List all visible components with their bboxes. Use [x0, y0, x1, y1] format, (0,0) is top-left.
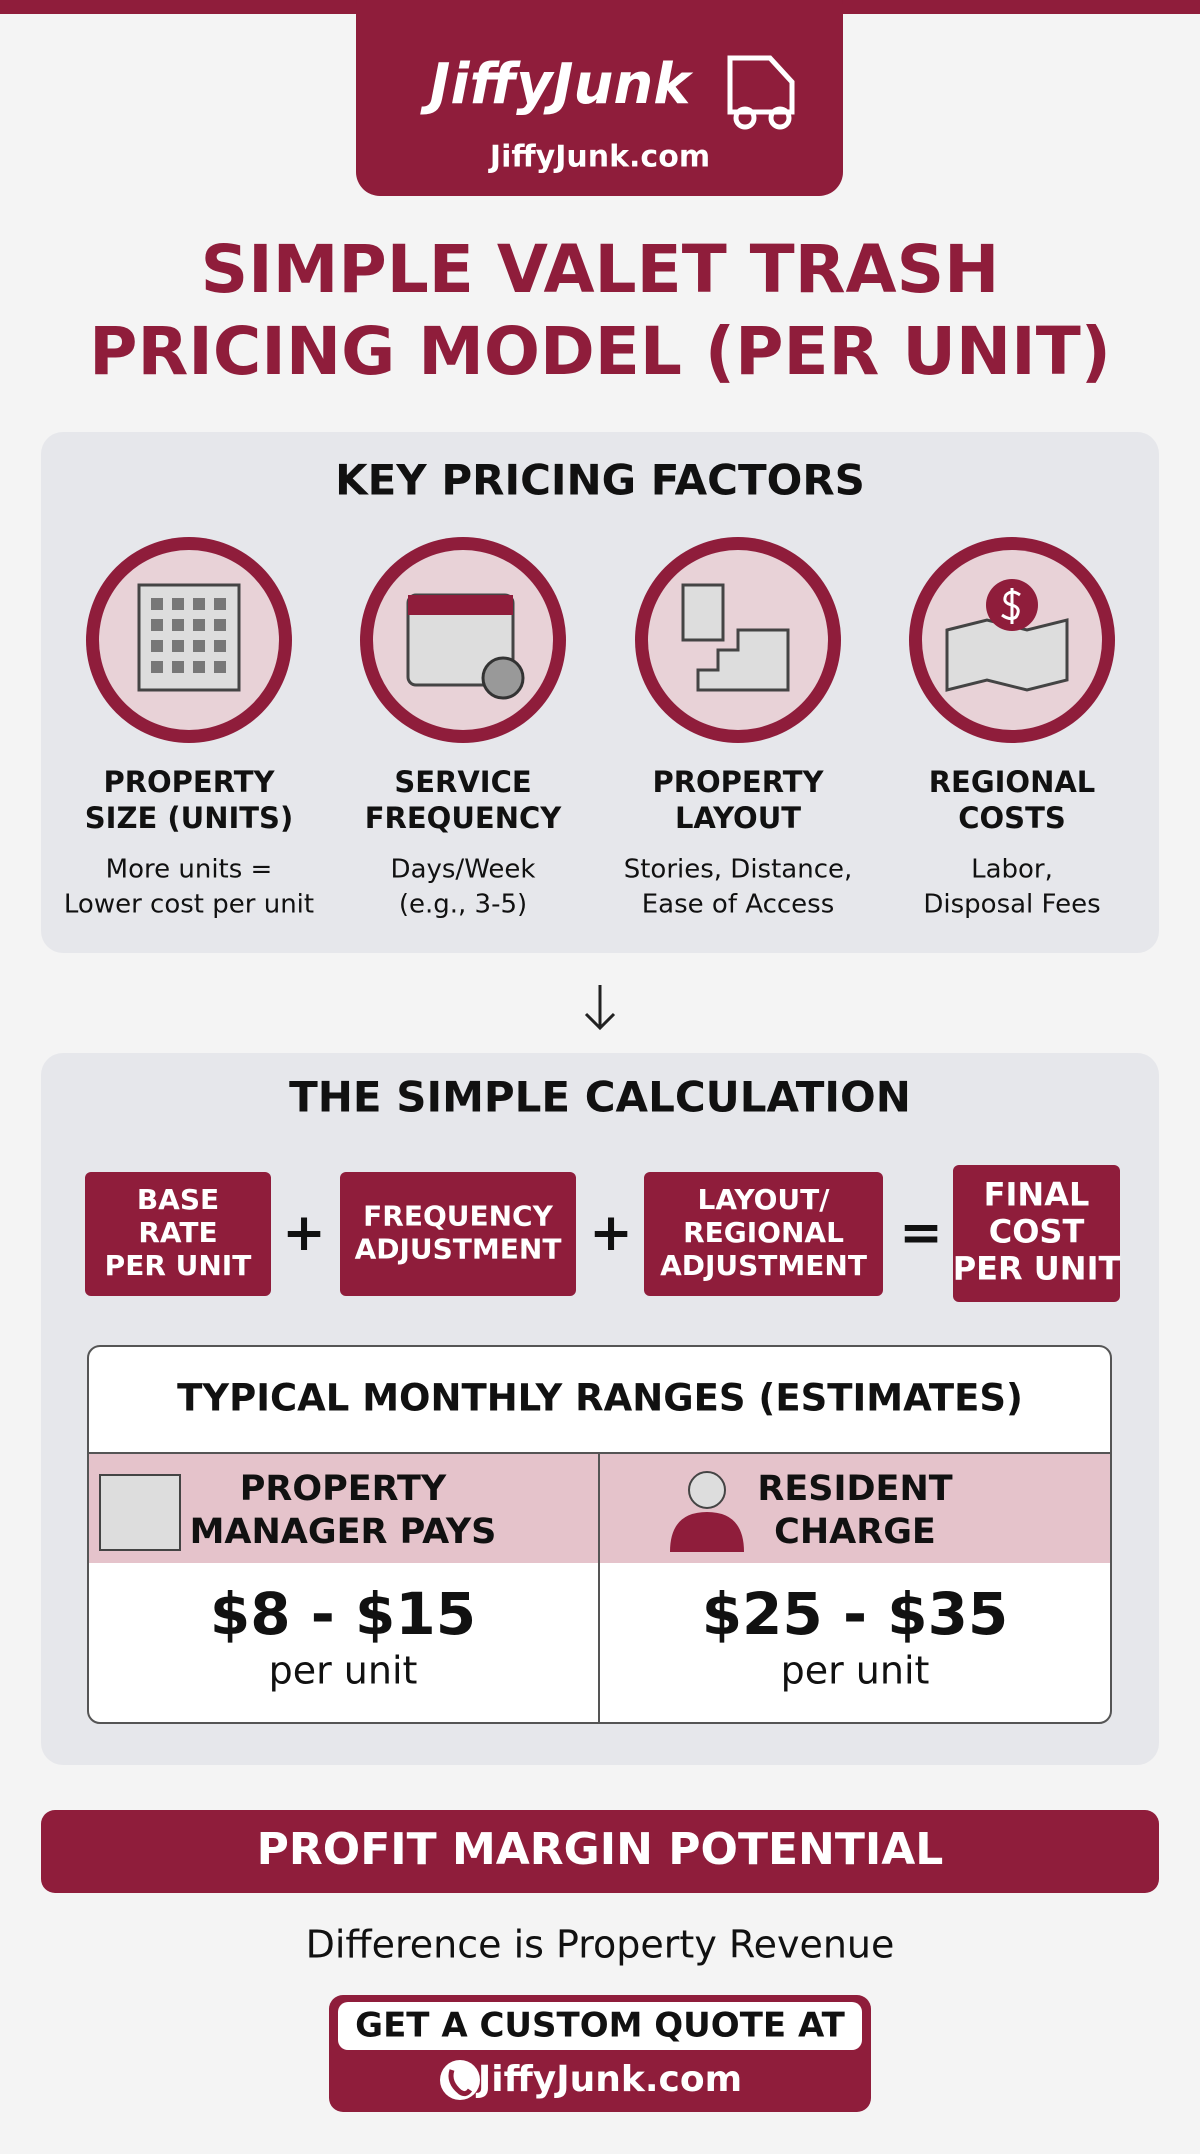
- window: [151, 598, 163, 610]
- window: [151, 661, 163, 673]
- calculation-title: THE SIMPLE CALCULATION: [289, 1073, 911, 1122]
- person-body: [670, 1512, 744, 1552]
- factor-name: SERVICE: [394, 765, 531, 799]
- profit-banner: [41, 1810, 1159, 1893]
- term-text: PER UNIT: [953, 1250, 1121, 1288]
- person-head: [688, 1471, 726, 1509]
- cta-url: JiffyJunk.com: [475, 2059, 742, 2100]
- term-text: FINAL: [984, 1176, 1090, 1214]
- factor-description: More units =: [106, 855, 273, 885]
- profit-banner-text: PROFIT MARGIN POTENTIAL: [257, 1824, 944, 1875]
- factor-description: Days/Week: [391, 855, 536, 885]
- column-heading: CHARGE: [774, 1512, 936, 1552]
- operator: +: [589, 1203, 633, 1263]
- term-text: BASE: [137, 1183, 219, 1216]
- window: [214, 619, 226, 631]
- term-text: PER UNIT: [105, 1249, 252, 1282]
- factors-title: KEY PRICING FACTORS: [335, 456, 865, 505]
- calendar-top: [408, 595, 513, 615]
- term-text: ADJUSTMENT: [660, 1249, 867, 1282]
- ranges-title: TYPICAL MONTHLY RANGES (ESTIMATES): [177, 1377, 1023, 1420]
- calculation-term: [85, 1172, 271, 1296]
- calculation-term: [953, 1165, 1120, 1302]
- profit-text: Difference is Property Revenue: [306, 1923, 895, 1967]
- window: [151, 640, 163, 652]
- term-text: ADJUSTMENT: [355, 1233, 562, 1266]
- term-text: RATE: [138, 1216, 217, 1249]
- factors-panel: [41, 432, 1159, 953]
- range-unit: per unit: [269, 1649, 418, 1693]
- stairs-icon: [696, 628, 790, 692]
- window: [193, 619, 205, 631]
- factor-description: Ease of Access: [642, 890, 835, 920]
- window: [214, 661, 226, 673]
- window: [172, 598, 184, 610]
- term-text: FREQUENCY: [363, 1200, 553, 1233]
- logo: JiffyJunk: [420, 52, 695, 117]
- factor-name: FREQUENCY: [365, 801, 563, 835]
- arrow: [584, 985, 616, 1031]
- range-unit: per unit: [781, 1649, 930, 1693]
- logo-box: [356, 0, 843, 196]
- calculation-term: [644, 1172, 883, 1296]
- factor-description: (e.g., 3-5): [399, 890, 527, 920]
- factor-name: SIZE (UNITS): [85, 801, 293, 835]
- term-text: LAYOUT/: [698, 1183, 831, 1216]
- factor-name: PROPERTY: [652, 765, 824, 799]
- window: [214, 640, 226, 652]
- column-heading: RESIDENT: [757, 1469, 952, 1509]
- calculation-term: [340, 1172, 576, 1296]
- window: [193, 640, 205, 652]
- range-value: $25 - $35: [702, 1580, 1009, 1648]
- dollar: [1001, 588, 1021, 624]
- term-text: REGIONAL: [683, 1216, 844, 1249]
- factor-description: Lower cost per unit: [64, 890, 314, 920]
- factor-description: Labor,: [971, 855, 1053, 885]
- factor-description: Stories, Distance,: [624, 855, 853, 885]
- factor-name: COSTS: [958, 801, 1066, 835]
- building-icon: [99, 1474, 181, 1551]
- window: [172, 661, 184, 673]
- term-text: COST: [989, 1213, 1085, 1251]
- title-line: SIMPLE VALET TRASH: [201, 231, 1000, 308]
- operator: =: [899, 1203, 943, 1263]
- cta-top: [338, 2002, 862, 2050]
- range-value: $8 - $15: [210, 1580, 476, 1648]
- cta-text: GET A CUSTOM QUOTE AT: [355, 2006, 845, 2046]
- column-heading: MANAGER PAYS: [190, 1512, 497, 1552]
- window: [172, 640, 184, 652]
- title-line: PRICING MODEL (PER UNIT): [89, 313, 1111, 390]
- factor-name: PROPERTY: [103, 765, 275, 799]
- phone-glyph: [448, 2069, 473, 2097]
- operator: +: [282, 1203, 326, 1263]
- check-icon: [481, 656, 525, 700]
- factor-description: Disposal Fees: [923, 890, 1100, 920]
- window: [193, 661, 205, 673]
- factor-name: REGIONAL: [929, 765, 1096, 799]
- small-building: [681, 583, 725, 642]
- window: [214, 598, 226, 610]
- logo-url: JiffyJunk.com: [488, 140, 710, 175]
- truck-icon: [727, 55, 795, 130]
- window: [172, 619, 184, 631]
- window: [193, 598, 205, 610]
- factor-name: LAYOUT: [675, 801, 801, 835]
- window: [151, 619, 163, 631]
- column-heading: PROPERTY: [240, 1469, 447, 1509]
